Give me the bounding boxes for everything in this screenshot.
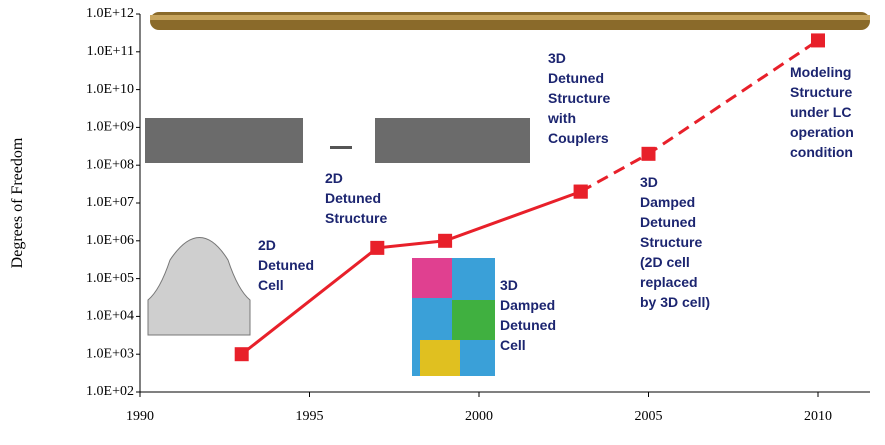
mesh-image [330, 146, 352, 149]
y-tick-label: 1.0E+11 [87, 44, 134, 59]
annotation: 3D [500, 277, 518, 293]
annotation: Detuned [640, 214, 696, 230]
annotation: Detuned [500, 317, 556, 333]
cell-3d-image [420, 340, 460, 376]
annotation: Detuned [325, 190, 381, 206]
annotation: Modeling [790, 64, 851, 80]
annotation: Structure [548, 90, 610, 106]
annotation: with [547, 110, 576, 126]
cell-3d-image [412, 258, 452, 298]
y-axis-label: Degrees of Freedom [9, 137, 26, 268]
y-tick-label: 1.0E+07 [86, 195, 134, 210]
cell-mesh-image [147, 237, 251, 336]
line [240, 190, 582, 356]
y-tick-label: 1.0E+04 [86, 309, 134, 324]
mesh-image [375, 118, 530, 163]
annotation: 3D [640, 174, 658, 190]
y-tick-label: 1.0E+05 [86, 271, 134, 286]
annotation: by 3D cell) [640, 294, 710, 310]
marker [370, 240, 385, 255]
annotation: 2D [325, 170, 343, 186]
annotation: Damped [500, 297, 555, 313]
annotation: 2D [258, 237, 276, 253]
annotation: Couplers [548, 130, 609, 146]
x-tick-label: 2000 [465, 409, 493, 424]
marker [234, 347, 249, 362]
annotation: Structure [790, 84, 852, 100]
annotation: (2D cell [640, 254, 690, 270]
annotation: under LC [790, 104, 851, 120]
x-tick-label: 1995 [296, 409, 324, 424]
y-tick-label: 1.0E+02 [86, 384, 134, 399]
annotation: 3D [548, 50, 566, 66]
annotation: operation [790, 124, 854, 140]
annotation: condition [790, 144, 853, 160]
y-tick-label: 1.0E+03 [86, 346, 134, 361]
marker [573, 184, 588, 199]
annotation: Structure [640, 234, 702, 250]
structure-image [150, 12, 870, 30]
x-tick-label: 1990 [126, 409, 154, 424]
cell-3d-image [452, 300, 495, 340]
line [579, 39, 819, 193]
y-tick-label: 1.0E+12 [86, 6, 134, 21]
annotation: Detuned [548, 70, 604, 86]
y-tick-label: 1.0E+08 [86, 157, 134, 172]
marker [811, 33, 825, 48]
marker [641, 146, 656, 161]
annotation: Cell [258, 277, 284, 293]
y-tick-label: 1.0E+10 [86, 82, 134, 97]
illustrations [145, 12, 870, 376]
y-tick-label: 1.0E+06 [86, 233, 134, 248]
annotation: Structure [325, 210, 387, 226]
mesh-image [145, 118, 303, 163]
marker [438, 233, 453, 248]
annotation: replaced [640, 274, 698, 290]
x-tick-label: 2010 [804, 409, 832, 424]
x-tick-label: 2005 [635, 409, 663, 424]
annotation: Damped [640, 194, 695, 210]
annotation: Detuned [258, 257, 314, 273]
annotation: Cell [500, 337, 526, 353]
y-tick-label: 1.0E+09 [86, 120, 134, 135]
structure-highlight [150, 15, 870, 20]
